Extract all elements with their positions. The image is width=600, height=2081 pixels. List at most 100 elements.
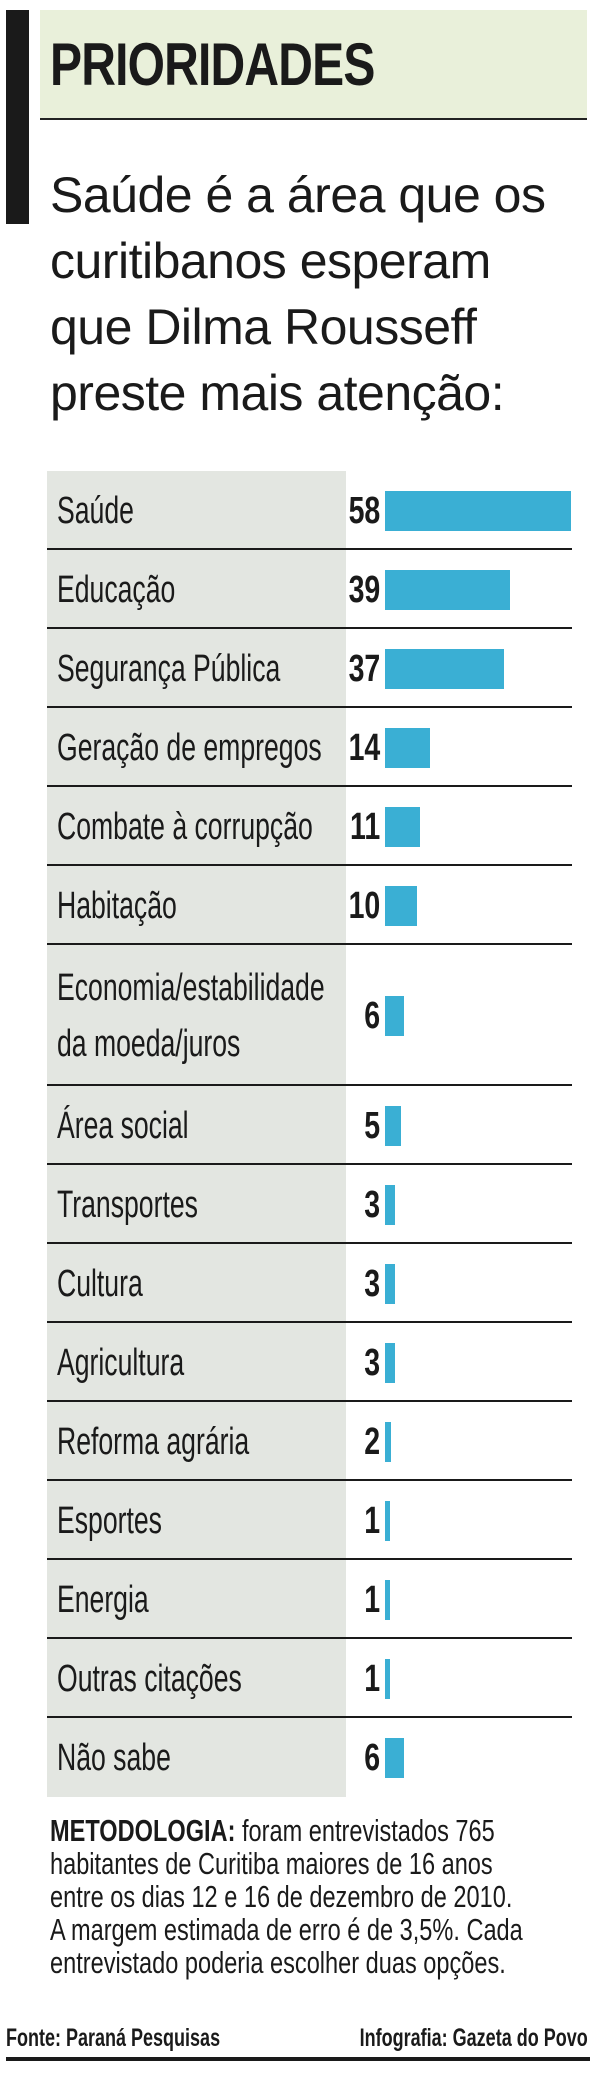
subtitle-line: que Dilma Rousseff: [50, 299, 477, 355]
label-cell: Combate à corrupção: [47, 787, 346, 866]
footer-divider: [6, 2057, 590, 2061]
label-cell: Não sabe: [47, 1718, 346, 1797]
bar: [385, 569, 511, 610]
row-divider: [47, 785, 572, 787]
category-label-line: Esportes: [57, 1499, 162, 1542]
label-cell: Área social: [47, 1086, 346, 1165]
bar: [385, 885, 418, 926]
row-divider: [47, 1637, 572, 1639]
category-label-line: Outras citações: [57, 1657, 242, 1700]
bar: [385, 727, 430, 768]
methodology: METODOLOGIA: foram entrevistados 765 hab…: [50, 1814, 600, 1979]
label-cell: Educação: [47, 550, 346, 629]
infographic-credit: Infografia: Gazeta do Povo: [359, 2024, 588, 2052]
accent-bar: [6, 10, 29, 224]
category-label-line: Habitação: [57, 884, 177, 927]
category-label: Outras citações: [57, 1656, 242, 1702]
category-label-line: da moeda/juros: [57, 1022, 241, 1065]
bar: [385, 995, 405, 1036]
bar: [385, 1737, 405, 1778]
label-cell: Economia/estabilidade da moeda/juros: [47, 945, 346, 1086]
category-label: Área social: [57, 1103, 189, 1149]
row-divider: [47, 627, 572, 629]
methodology-label: METODOLOGIA:: [50, 1813, 236, 1848]
category-label: Combate à corrupção: [57, 804, 313, 850]
bar: [385, 1500, 390, 1541]
category-label-line: Não sabe: [57, 1736, 171, 1779]
chart-row: Não sabe 6: [47, 1718, 572, 1797]
methodology-line: entrevistado poderia escolher duas opçõe…: [50, 1945, 506, 1980]
category-label: Economia/estabilidade da moeda/juros: [57, 960, 325, 1072]
chart-row: Geração de empregos 14: [47, 708, 572, 787]
category-label: Saúde: [57, 488, 134, 534]
row-divider: [47, 1558, 572, 1560]
row-divider: [47, 1400, 572, 1402]
category-label: Energia: [57, 1577, 149, 1623]
value-label: 1: [364, 1578, 380, 1621]
bar: [385, 1421, 392, 1462]
label-cell: Esportes: [47, 1481, 346, 1560]
category-label-line: Transportes: [57, 1183, 198, 1226]
category-label: Não sabe: [57, 1735, 171, 1781]
label-cell: Agricultura: [47, 1323, 346, 1402]
bar: [385, 1184, 395, 1225]
row-divider: [47, 1321, 572, 1323]
row-divider: [47, 1242, 572, 1244]
category-label-line: Educação: [57, 568, 176, 611]
bar: [385, 1579, 390, 1620]
category-label-line: Agricultura: [57, 1341, 185, 1384]
value-label: 2: [364, 1420, 380, 1463]
bar: [385, 648, 504, 689]
bar: [385, 1105, 402, 1146]
methodology-line: A margem estimada de erro é de 3,5%. Cad…: [50, 1912, 523, 1947]
category-label: Segurança Pública: [57, 646, 280, 692]
category-label-line: Segurança Pública: [57, 647, 281, 690]
row-divider: [47, 943, 572, 945]
value-label: 39: [348, 568, 380, 611]
chart-row: Segurança Pública 37: [47, 629, 572, 708]
value-label: 58: [348, 489, 380, 532]
category-label: Esportes: [57, 1498, 162, 1544]
label-cell: Outras citações: [47, 1639, 346, 1718]
value-label: 14: [348, 726, 380, 769]
row-divider: [47, 1084, 572, 1086]
chart-row: Transportes 3: [47, 1165, 572, 1244]
category-label: Educação: [57, 567, 175, 613]
bar: [385, 1263, 395, 1304]
row-divider: [47, 864, 572, 866]
subtitle-line: preste mais atenção:: [50, 365, 505, 421]
category-label-line: Saúde: [57, 489, 134, 532]
chart-row: Economia/estabilidade da moeda/juros 6: [47, 945, 572, 1086]
chart-row: Outras citações 1: [47, 1639, 572, 1718]
row-divider: [47, 1716, 572, 1718]
subtitle-line: curitibanos esperam: [50, 233, 491, 289]
label-cell: Energia: [47, 1560, 346, 1639]
chart-row: Cultura 3: [47, 1244, 572, 1323]
category-label-line: Reforma agrária: [57, 1420, 250, 1463]
chart-row: Combate à corrupção 11: [47, 787, 572, 866]
category-label: Transportes: [57, 1182, 198, 1228]
label-cell: Saúde: [47, 471, 346, 550]
bar: [385, 1658, 390, 1699]
value-label: 6: [364, 994, 380, 1037]
category-label-line: Energia: [57, 1578, 149, 1621]
category-label: Reforma agrária: [57, 1419, 249, 1465]
page-title: PRIORIDADES: [50, 31, 375, 98]
value-label: 6: [364, 1736, 380, 1779]
value-label: 1: [364, 1657, 380, 1700]
category-label: Cultura: [57, 1261, 143, 1307]
value-label: 11: [349, 805, 380, 848]
label-cell: Segurança Pública: [47, 629, 346, 708]
value-label: 1: [364, 1499, 380, 1542]
bar: [385, 1342, 395, 1383]
row-divider: [47, 1479, 572, 1481]
subtitle: Saúde é a área que os curitibanos espera…: [50, 162, 590, 426]
row-divider: [47, 548, 572, 550]
chart-row: Educação 39: [47, 550, 572, 629]
row-divider: [47, 706, 572, 708]
label-cell: Geração de empregos: [47, 708, 346, 787]
label-cell: Habitação: [47, 866, 346, 945]
row-divider: [47, 1163, 572, 1165]
methodology-line: habitantes de Curitiba maiores de 16 ano…: [50, 1846, 493, 1881]
header: PRIORIDADES: [40, 10, 587, 120]
